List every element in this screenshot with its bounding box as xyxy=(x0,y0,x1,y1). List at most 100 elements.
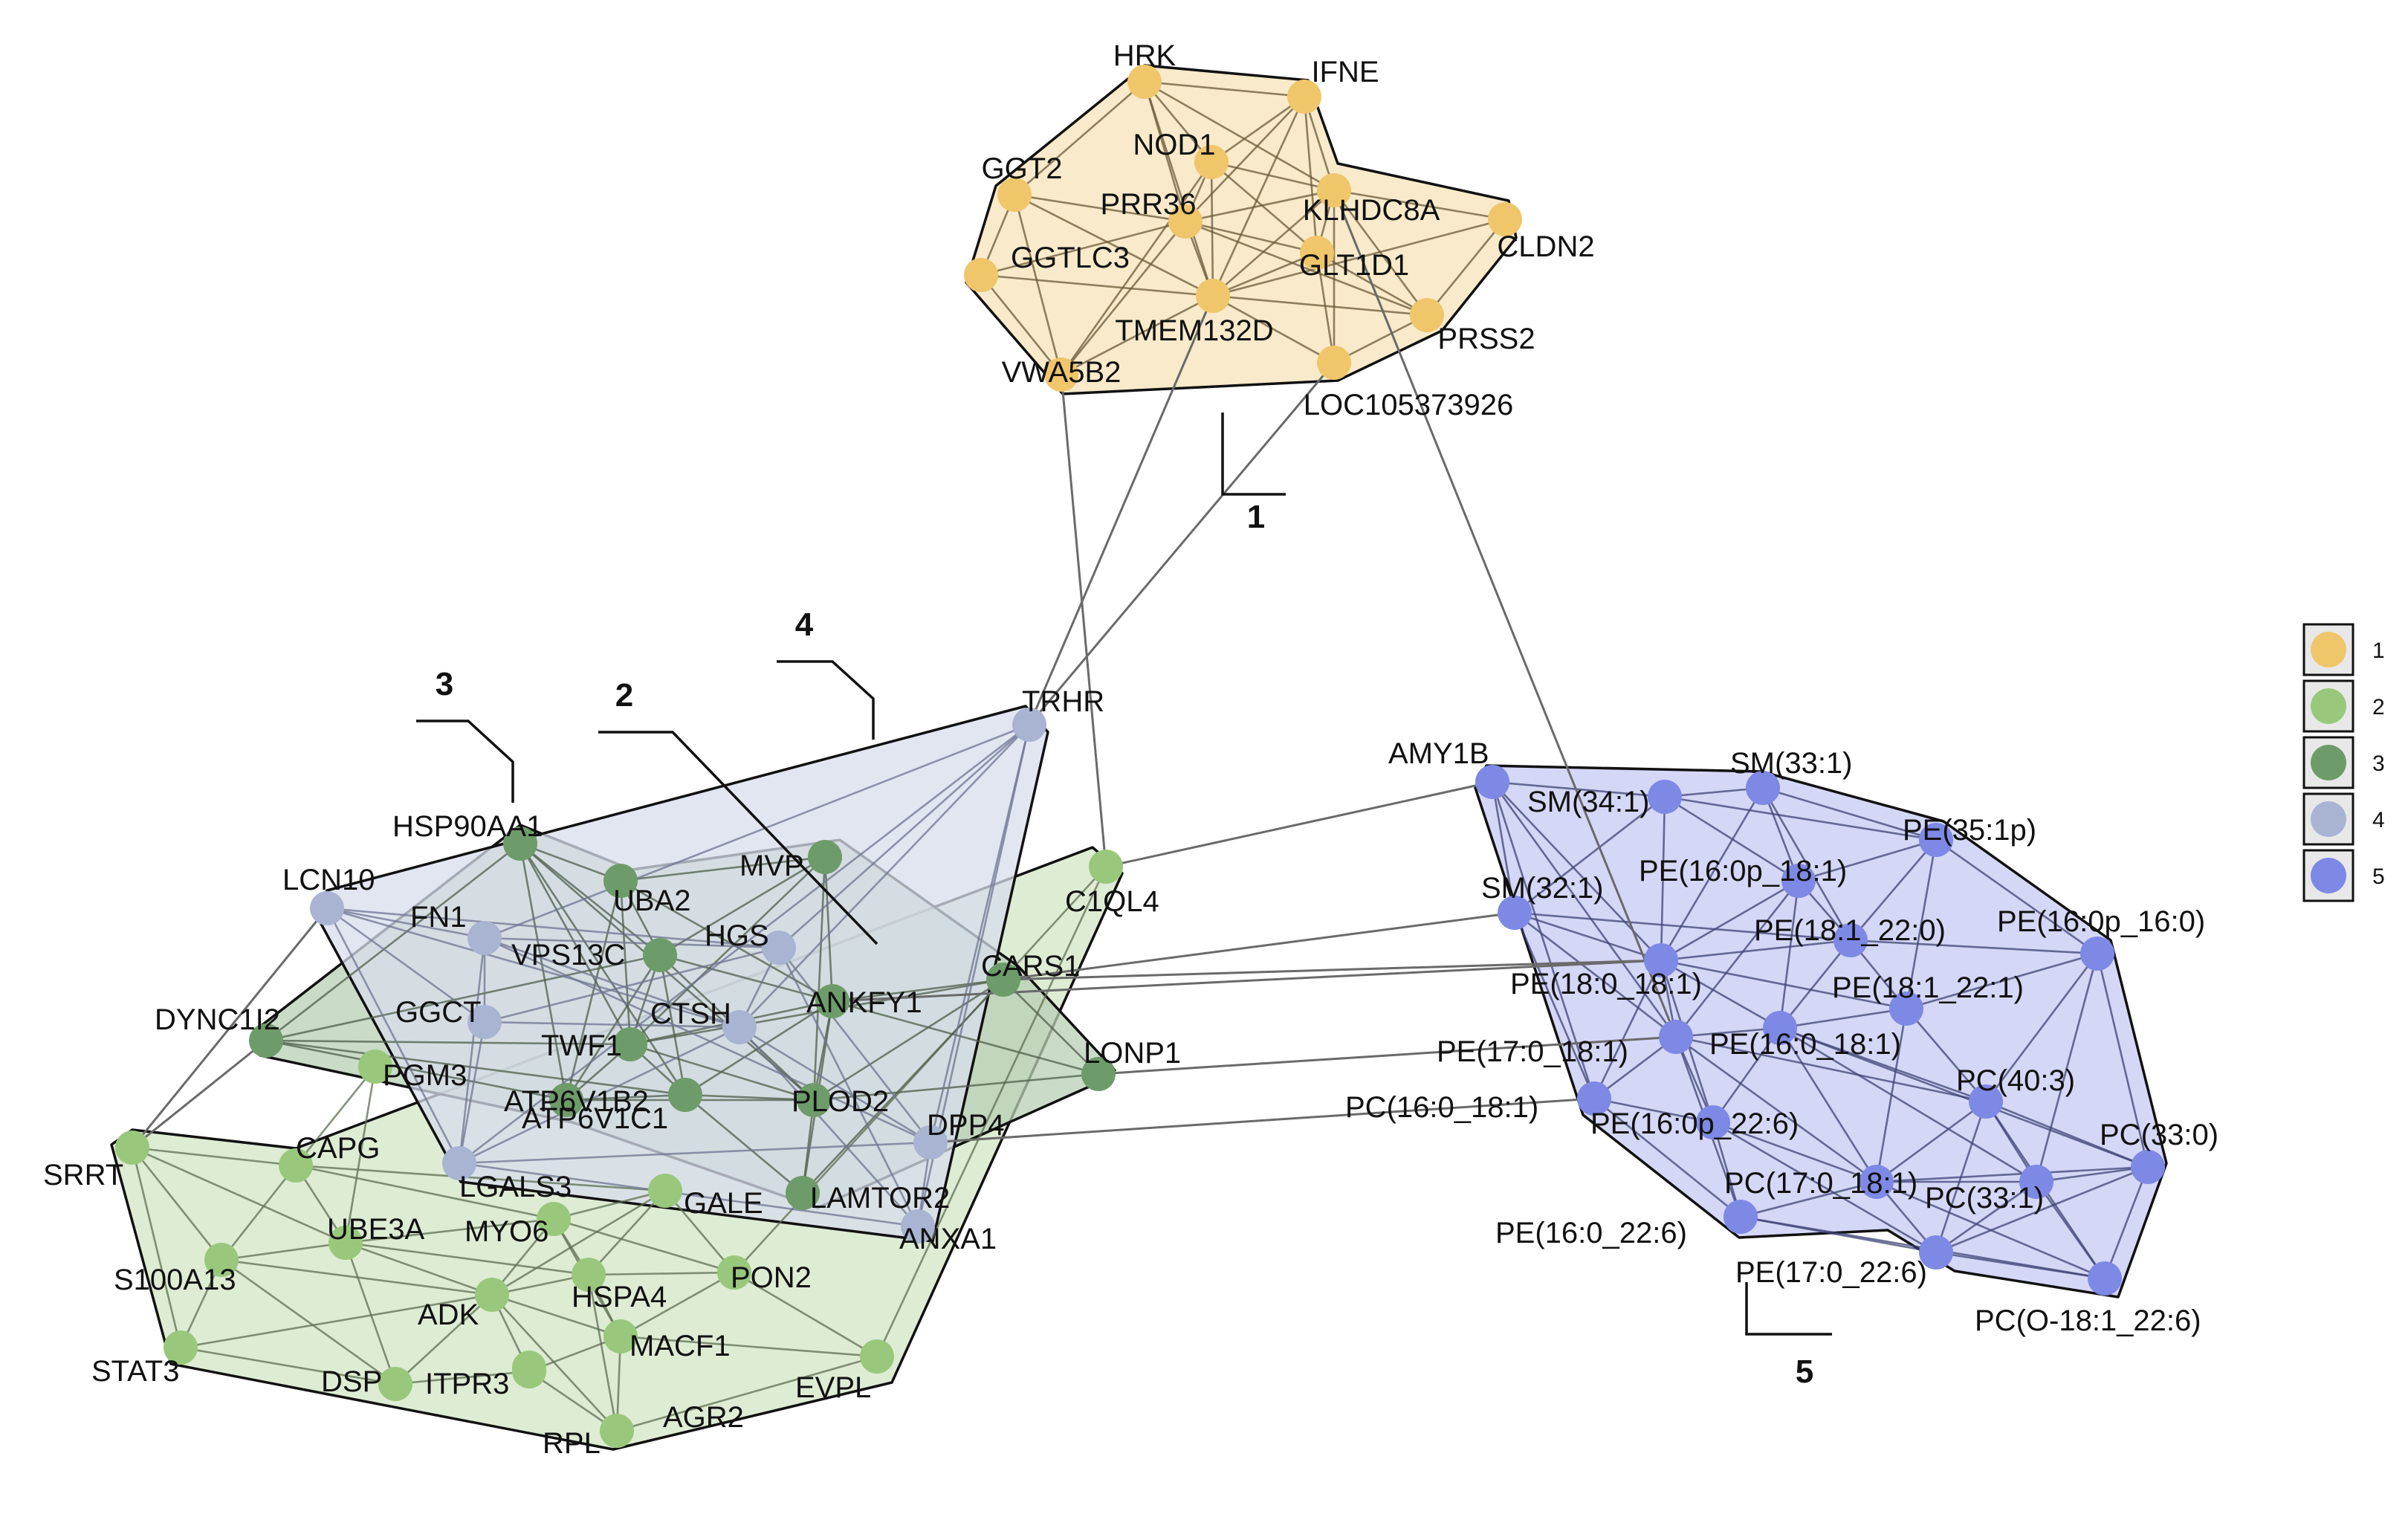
node-atp6v1c1[interactable] xyxy=(668,1078,702,1112)
node-capg[interactable] xyxy=(279,1148,313,1183)
node-evpl[interactable] xyxy=(860,1339,894,1374)
edge-pe-16-0p-22-6-pc-17-0-18-1 xyxy=(1712,1121,1877,1183)
node-stat3[interactable] xyxy=(164,1330,198,1365)
node-sm-32-1[interactable] xyxy=(1498,896,1532,930)
node-cldn2[interactable] xyxy=(1488,202,1522,236)
legend-label-2: 2 xyxy=(2372,695,2385,719)
node-adk[interactable] xyxy=(475,1278,509,1312)
node-gale[interactable] xyxy=(648,1174,682,1208)
node-pe-17-0-18-1[interactable] xyxy=(1659,1020,1693,1054)
node-hspa4[interactable] xyxy=(572,1258,606,1292)
node-amy1b[interactable] xyxy=(1475,765,1509,799)
node-twf1[interactable] xyxy=(613,1027,647,1061)
edge-pe-16-0p-16-0-pc-40-3 xyxy=(1984,953,2099,1102)
edge-klhdc8a-tmem132d xyxy=(1212,190,1335,297)
node-pgm3[interactable] xyxy=(358,1050,392,1084)
node-trhr[interactable] xyxy=(1012,708,1046,742)
node-fn1[interactable] xyxy=(467,921,502,955)
node-tmem132d[interactable] xyxy=(1196,279,1230,313)
node-label-atp6v1c1: ATP6V1C1 xyxy=(522,1102,668,1135)
node-pe-18-0-18-1[interactable] xyxy=(1644,943,1678,977)
node-lamtor2[interactable] xyxy=(786,1176,820,1210)
node-prss2[interactable] xyxy=(1410,298,1444,332)
node-ggt2[interactable] xyxy=(997,178,1032,212)
node-label-ube3a: UBE3A xyxy=(327,1213,424,1246)
node-dync1i2[interactable] xyxy=(249,1023,283,1058)
node-sm-34-1[interactable] xyxy=(1648,780,1682,814)
edge-mvp-twf1 xyxy=(629,856,826,1045)
node-ankfy1[interactable] xyxy=(815,984,849,1018)
node-label-dpp4: DPP4 xyxy=(927,1109,1005,1142)
node-c1ql4[interactable] xyxy=(1089,850,1123,884)
node-label-pc-33-0: PC(33:0) xyxy=(2100,1119,2218,1151)
node-agr2[interactable] xyxy=(512,1351,546,1385)
node-pe-16-0p-22-6[interactable] xyxy=(1696,1105,1730,1139)
node-pon2[interactable] xyxy=(717,1255,751,1290)
node-atp6v1b2[interactable] xyxy=(549,1083,583,1117)
node-hrk[interactable] xyxy=(1127,65,1162,99)
node-ggct[interactable] xyxy=(467,1005,502,1039)
edge-c1ql4-evpl xyxy=(876,866,1107,1357)
node-sm-33-1[interactable] xyxy=(1746,771,1780,805)
node-loc105373926[interactable] xyxy=(1317,346,1351,380)
node-anxa1[interactable] xyxy=(901,1209,935,1244)
node-pc-40-3[interactable] xyxy=(1969,1084,2003,1119)
node-pe-16-0p-18-1[interactable] xyxy=(1781,864,1816,898)
node-lgals3[interactable] xyxy=(442,1146,476,1180)
node-pe-16-0-18-1[interactable] xyxy=(1763,1011,1797,1045)
node-ube3a[interactable] xyxy=(328,1226,363,1260)
node-pc-33-0[interactable] xyxy=(2131,1150,2165,1184)
node-cars1[interactable] xyxy=(986,963,1020,997)
edge-pc-17-0-18-1-pe-16-0-22-6 xyxy=(1740,1180,1877,1218)
node-pc-16-0-18-1[interactable] xyxy=(1577,1081,1611,1116)
node-label-pe-17-0-22-6: PE(17:0_22:6) xyxy=(1735,1256,1927,1289)
node-s100a13[interactable] xyxy=(204,1243,239,1277)
node-pc-17-0-18-1[interactable] xyxy=(1860,1165,1894,1199)
node-glt1d1[interactable] xyxy=(1300,236,1334,270)
node-dsp[interactable] xyxy=(378,1367,412,1401)
node-lonp1[interactable] xyxy=(1081,1057,1116,1091)
edge-uba2-atp6v1b2 xyxy=(565,880,622,1101)
node-pe-17-0-22-6[interactable] xyxy=(1919,1235,1953,1270)
edge-ifne-glt1d1 xyxy=(1303,96,1318,253)
node-label-cars1: CARS1 xyxy=(981,950,1080,983)
node-plod2[interactable] xyxy=(797,1083,831,1117)
node-srrt[interactable] xyxy=(115,1131,149,1165)
node-nod1[interactable] xyxy=(1194,145,1229,179)
node-pe-18-1-22-0[interactable] xyxy=(1833,923,1868,957)
node-lcn10[interactable] xyxy=(310,891,344,925)
node-klhdc8a[interactable] xyxy=(1317,173,1351,207)
node-ctsh[interactable] xyxy=(722,1010,757,1044)
node-myo6[interactable] xyxy=(537,1202,571,1236)
node-macf1[interactable] xyxy=(603,1319,638,1354)
node-pe-16-0-22-6[interactable] xyxy=(1724,1200,1758,1234)
node-rpl[interactable] xyxy=(600,1414,634,1448)
node-label-pe-16-0p-22-6: PE(16:0p_22:6) xyxy=(1590,1107,1799,1140)
legend-label-3: 3 xyxy=(2372,751,2385,776)
node-hsp90aa1[interactable] xyxy=(503,827,537,861)
edge-fn1-ctsh xyxy=(484,937,740,1029)
node-vps13c[interactable] xyxy=(643,938,677,972)
edge-vps13c-dync1i2 xyxy=(265,954,661,1042)
edge-lcn10-fn1 xyxy=(326,907,485,940)
node-vwa5b2[interactable] xyxy=(1044,358,1078,392)
node-dpp4[interactable] xyxy=(913,1125,948,1160)
edge-pe-18-0-18-1-pc-16-0-18-1 xyxy=(1593,960,1663,1099)
node-mvp[interactable] xyxy=(808,840,842,874)
node-prr36[interactable] xyxy=(1168,204,1203,239)
node-label-adk: ADK xyxy=(418,1299,479,1331)
node-pe-35-1p[interactable] xyxy=(1919,823,1953,857)
node-hgs[interactable] xyxy=(762,931,796,965)
node-ggtlc3[interactable] xyxy=(964,258,998,292)
node-pc-o-18-1-22-6[interactable] xyxy=(2088,1261,2122,1296)
node-uba2[interactable] xyxy=(603,864,638,898)
node-pe-18-1-22-1[interactable] xyxy=(1889,992,1923,1026)
edge-pc-33-0-pe-17-0-22-6 xyxy=(1935,1165,2149,1254)
node-pc-33-1[interactable] xyxy=(2019,1165,2053,1199)
node-label-lgals3: LGALS3 xyxy=(459,1171,572,1203)
node-label-trhr: TRHR xyxy=(1022,685,1104,718)
node-pe-16-0p-16-0[interactable] xyxy=(2080,937,2114,971)
edge-hsp90aa1-uba2 xyxy=(520,842,621,882)
node-label-pc-33-1: PC(33:1) xyxy=(1925,1182,2044,1215)
node-ifne[interactable] xyxy=(1287,80,1321,114)
